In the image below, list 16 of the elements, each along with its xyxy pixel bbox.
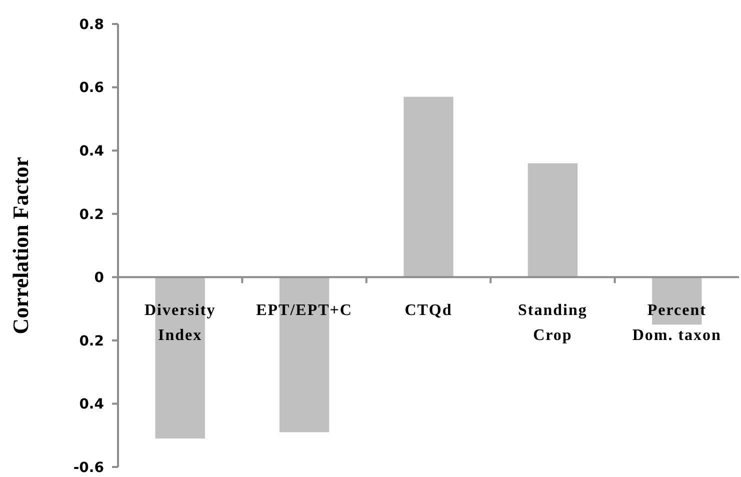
bar xyxy=(528,163,578,278)
x-tick-label: Standing Crop xyxy=(518,302,588,344)
x-tick-label: CTQd xyxy=(404,302,452,320)
y-tick-label: 0.8 xyxy=(79,16,104,33)
x-tick-label: EPT/EPT+C xyxy=(256,302,352,320)
y-tick-label: 0.4 xyxy=(79,143,104,160)
x-tick-label: Diversity Index xyxy=(144,302,216,344)
y-tick-label: 0 xyxy=(94,270,104,286)
y-tick-label: 0.2 xyxy=(79,206,104,223)
x-tick-label: Percent Dom. taxon xyxy=(632,302,722,344)
y-tick-label: 0.6 xyxy=(79,80,104,96)
bar xyxy=(404,96,454,278)
y-tick-label: -0.6 xyxy=(73,460,104,476)
y-tick-label: 0.2 xyxy=(79,333,104,350)
y-tick-label: 0.4 xyxy=(79,396,104,413)
y-axis-title: Correlation Factor xyxy=(8,156,33,334)
